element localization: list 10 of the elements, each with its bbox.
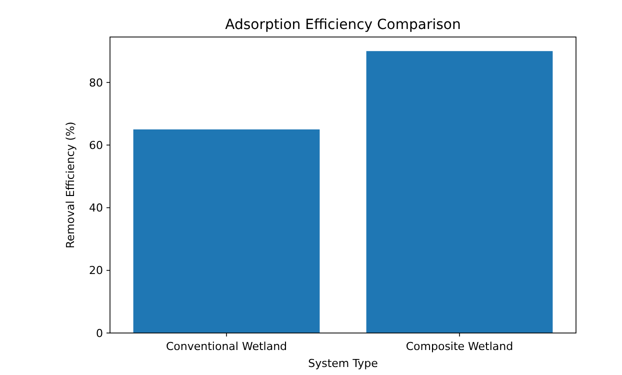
x-axis-title: System Type: [308, 357, 378, 370]
y-tick-label: 80: [89, 76, 103, 90]
x-tick-label: Conventional Wetland: [166, 340, 288, 353]
y-tick-label: 40: [89, 202, 103, 215]
x-tick-label: Composite Wetland: [406, 340, 514, 353]
chart-title: Adsorption Efficiency Comparison: [225, 17, 461, 33]
y-axis-title: Removal Efficiency (%): [64, 122, 77, 248]
y-tick-label: 60: [89, 138, 103, 152]
y-tick-label: 20: [89, 264, 103, 278]
y-tick-label: 0: [96, 326, 103, 340]
